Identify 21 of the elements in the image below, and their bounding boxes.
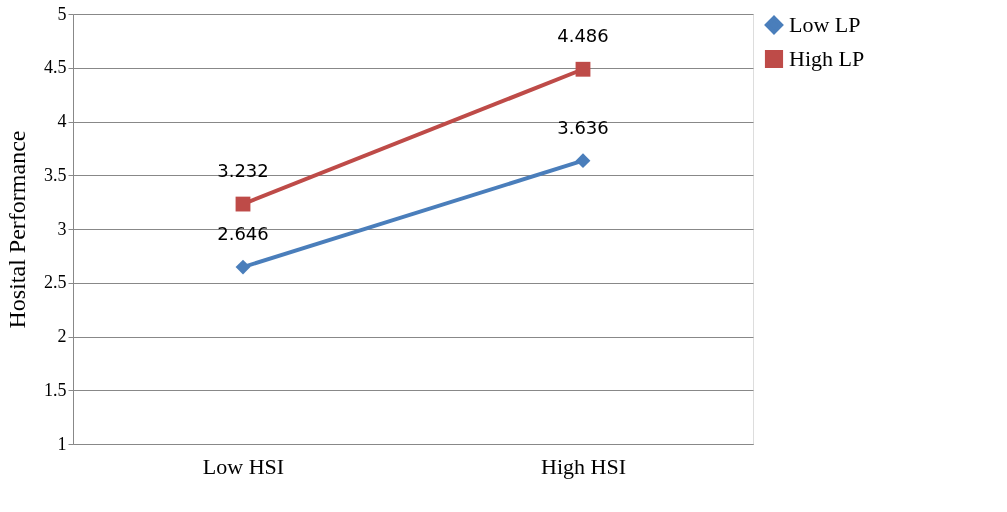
y-tick-label: 4.5 — [44, 57, 67, 78]
x-tick-label: High HSI — [541, 453, 626, 479]
data-label: 2.646 — [217, 223, 269, 245]
y-tick-label: 2.5 — [44, 272, 67, 293]
data-label: 3.232 — [217, 160, 269, 182]
x-tick-label: Low HSI — [202, 453, 285, 479]
y-tick-label: 1.5 — [44, 379, 67, 400]
data-label: 3.636 — [557, 116, 609, 138]
legend-label: Low LP — [789, 12, 861, 37]
point — [575, 61, 591, 77]
y-tick-label: 4 — [57, 111, 67, 131]
legend-label: High LP — [789, 46, 865, 71]
point — [575, 153, 591, 169]
y-axis-title: Hosital Performance — [4, 130, 30, 329]
y-tick-label: 3.5 — [44, 164, 67, 185]
data-label: 4.486 — [557, 25, 609, 47]
y-tick-label: 1 — [57, 433, 67, 454]
y-tick-label: 2 — [57, 326, 67, 346]
y-tick-label: 3 — [57, 218, 67, 239]
y-tick-label: 5 — [57, 3, 67, 24]
point — [235, 259, 251, 275]
